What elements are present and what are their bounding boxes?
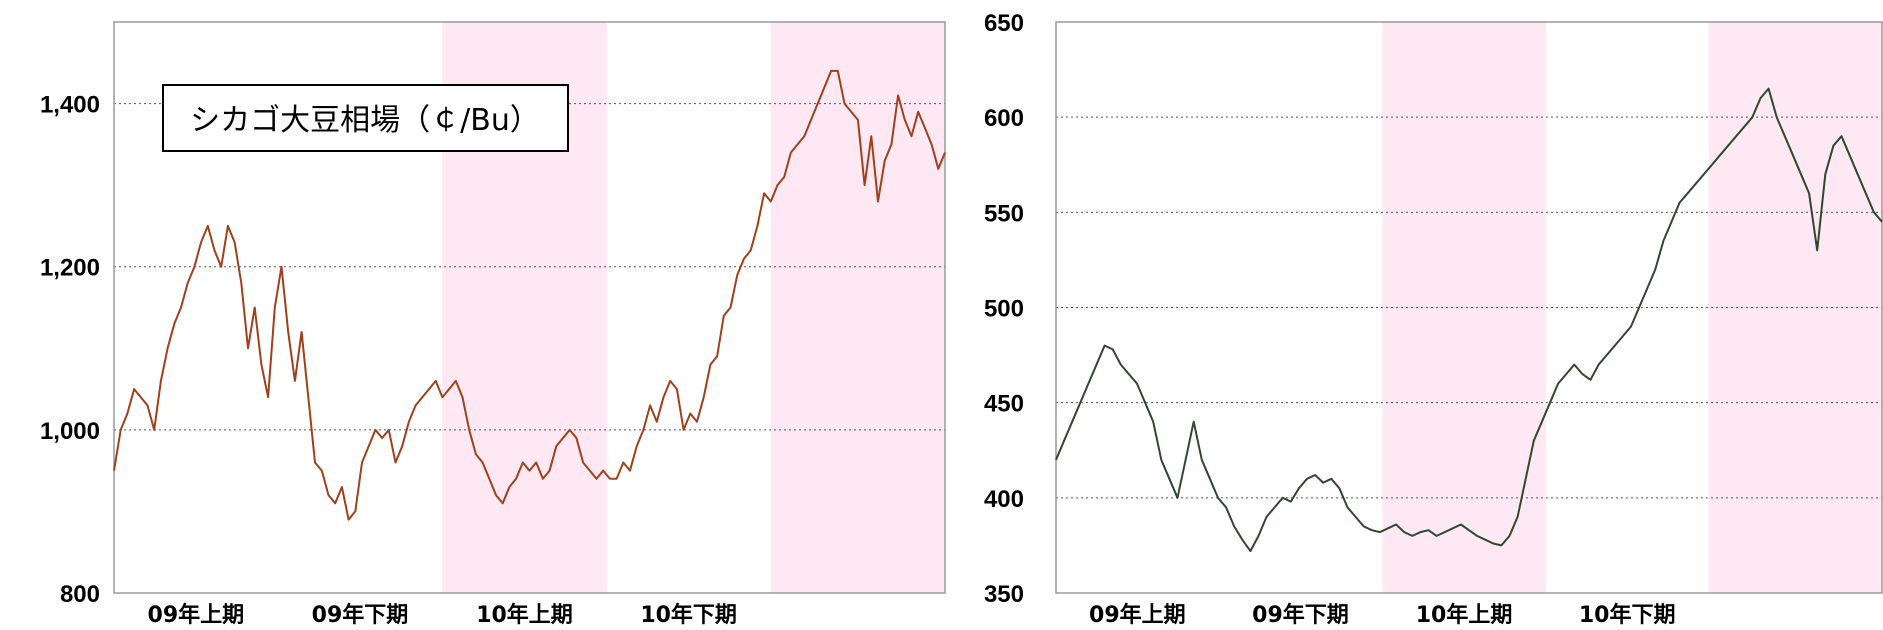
y-tick-label: 650 (984, 10, 1024, 37)
y-tick-label: 800 (60, 581, 100, 608)
chart-title: シカゴ大豆相場（￠/Bu） (190, 103, 540, 138)
x-axis-ticks: 09年上期 09年下期 10年上期 10年下期 (1089, 602, 1675, 628)
y-tick-label: 550 (984, 200, 1024, 227)
x-tick-label: 09年下期 (1252, 602, 1349, 628)
shaded-band-3 (1708, 22, 1882, 593)
series-line (1055, 87, 1883, 553)
shaded-band-1 (1382, 22, 1546, 593)
y-tick-label: 1,400 (40, 92, 100, 119)
series-line (113, 69, 946, 521)
x-axis-ticks: 09年上期 09年下期 10年上期 10年下期 (148, 602, 737, 628)
x-tick-label: 10年下期 (1579, 602, 1676, 628)
y-tick-label: 1,000 (40, 418, 100, 445)
plot-frame (1055, 21, 1883, 594)
x-tick-label: 09年下期 (312, 602, 409, 628)
second-price-chart: 350 400 450 500 550 600 650 09年上期 09年下期 10年上期 10年… (984, 10, 1883, 628)
x-tick-label: 09年上期 (148, 602, 245, 628)
shaded-band-3 (770, 22, 945, 593)
x-tick-label: 10年下期 (640, 602, 737, 628)
y-tick-label: 400 (984, 486, 1024, 513)
x-tick-label: 10年上期 (476, 602, 573, 628)
plot-frame (113, 21, 946, 594)
y-tick-label: 600 (984, 105, 1024, 132)
y-tick-label: 350 (984, 581, 1024, 608)
y-axis-ticks: 350 400 450 500 550 600 650 (984, 10, 1024, 608)
y-tick-label: 500 (984, 296, 1024, 323)
y-tick-label: 450 (984, 391, 1024, 418)
y-axis-ticks: 800 1,000 1,200 1,400 (40, 92, 100, 608)
chart-title-box: シカゴ大豆相場（￠/Bu） (162, 84, 569, 152)
y-tick-label: 1,200 (40, 255, 100, 282)
x-tick-label: 10年上期 (1416, 602, 1513, 628)
x-tick-label: 09年上期 (1089, 602, 1186, 628)
